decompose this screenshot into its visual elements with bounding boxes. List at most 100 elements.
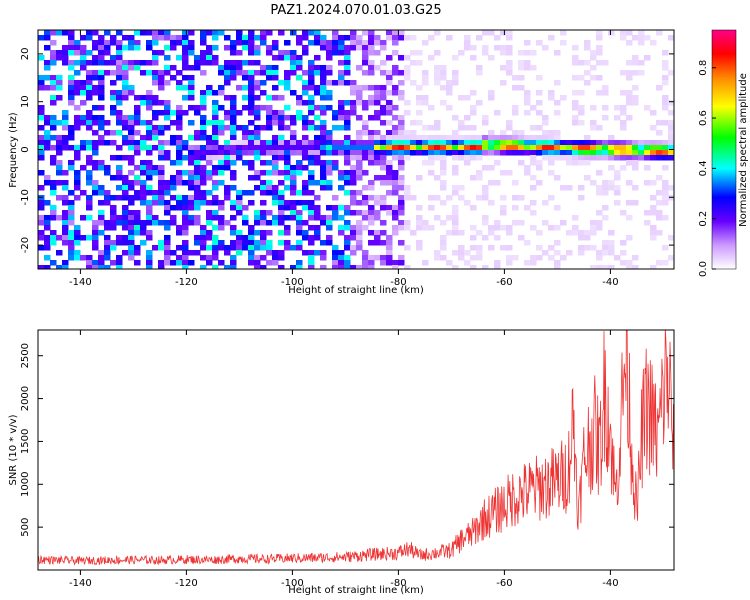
spectrogram-cell xyxy=(368,85,375,91)
spectrogram-cell xyxy=(182,205,189,211)
spectrogram-cell xyxy=(242,40,249,46)
spectrogram-cell xyxy=(50,80,57,86)
spectrogram-cell xyxy=(260,105,267,111)
spectrogram-cell xyxy=(248,250,255,256)
spectrogram-cell xyxy=(68,210,75,216)
spectrogram-cell xyxy=(38,55,45,61)
spectrogram-cell xyxy=(242,125,249,131)
spectrogram-cell xyxy=(476,170,483,176)
spectrogram-cell xyxy=(548,145,555,151)
spectrogram-cell xyxy=(266,170,273,176)
spectrogram-cell xyxy=(182,65,189,71)
spectrogram-cell xyxy=(374,155,381,161)
spectrogram-cell xyxy=(476,245,483,251)
spectrogram-cell xyxy=(80,165,87,171)
spectrogram-cell xyxy=(170,110,177,116)
spectrogram-cell xyxy=(290,50,297,56)
spectrogram-cell xyxy=(242,205,249,211)
spectrogram-cell xyxy=(386,250,393,256)
spectrogram-cell xyxy=(254,170,261,176)
spectrogram-cell xyxy=(638,35,645,41)
spectrogram-cell xyxy=(212,55,219,61)
spectrogram-cell xyxy=(302,90,309,96)
spectrogram-cell xyxy=(284,115,291,121)
spectrogram-cell xyxy=(146,95,153,101)
spectrogram-cell xyxy=(218,70,225,76)
spectrogram-cell xyxy=(656,230,663,236)
spectrogram-cell xyxy=(350,230,357,236)
spectrogram-cell xyxy=(314,205,321,211)
spectrogram-cell xyxy=(398,80,405,86)
spectrogram-cell xyxy=(320,85,327,91)
spectrogram-cell xyxy=(338,230,345,236)
spectrogram-cell xyxy=(548,255,555,261)
spectrogram-cell xyxy=(398,155,405,161)
spectrogram-cell xyxy=(578,160,585,166)
spectrogram-cell xyxy=(230,260,237,266)
spectrogram-cell xyxy=(158,125,165,131)
spectrogram-cell xyxy=(470,155,477,161)
spectrogram-cell xyxy=(176,110,183,116)
spectrogram-cell xyxy=(362,155,369,161)
spectrogram-cell xyxy=(164,55,171,61)
spectrogram-cell xyxy=(554,260,561,266)
spectrogram-cell xyxy=(218,220,225,226)
spectrogram-cell xyxy=(560,155,567,161)
spectrogram-cell xyxy=(548,140,555,146)
spectrogram-cell xyxy=(62,225,69,231)
spectrogram-cell xyxy=(146,235,153,241)
spectrogram-cell xyxy=(632,185,639,191)
spectrogram-cell xyxy=(260,215,267,221)
spectrogram-cell xyxy=(596,185,603,191)
spectrogram-cell xyxy=(482,145,489,151)
spectrogram-cell xyxy=(488,140,495,146)
spectrogram-cell xyxy=(110,110,117,116)
spectrogram-cell xyxy=(176,145,183,151)
spectrogram-cell xyxy=(344,180,351,186)
spectrogram-cell xyxy=(608,230,615,236)
spectrogram-cell xyxy=(434,155,441,161)
spectrogram-cell xyxy=(278,150,285,156)
spectrogram-cell xyxy=(158,185,165,191)
spectrogram-cell xyxy=(308,170,315,176)
spectrogram-cell xyxy=(230,50,237,56)
spectrogram-cell xyxy=(116,120,123,126)
spectrogram-cell xyxy=(266,245,273,251)
spectrogram-cell xyxy=(590,105,597,111)
spectrogram-cell xyxy=(86,115,93,121)
spectrogram-cell xyxy=(200,115,207,121)
spectrogram-cell xyxy=(284,165,291,171)
spectrogram-cell xyxy=(254,135,261,141)
spectrogram-cell xyxy=(158,110,165,116)
spectrogram-cell xyxy=(350,175,357,181)
spectrogram-cell xyxy=(410,150,417,156)
spectrogram-cell xyxy=(242,75,249,81)
spectrogram-cell xyxy=(278,110,285,116)
spectrogram-cell xyxy=(470,265,477,269)
spectrogram-cell xyxy=(122,215,129,221)
spectrogram-cell xyxy=(134,215,141,221)
spectrogram-cell xyxy=(284,105,291,111)
spectrogram-cell xyxy=(212,90,219,96)
spectrogram-cell xyxy=(524,165,531,171)
spectrogram-cell xyxy=(572,230,579,236)
spectrogram-cell xyxy=(638,40,645,46)
spectrogram-cell xyxy=(386,120,393,126)
spectrogram-cell xyxy=(362,170,369,176)
spectrogram-cell xyxy=(140,70,147,76)
spectrogram-cell xyxy=(146,250,153,256)
spectrogram-cell xyxy=(458,140,465,146)
spectrogram-cell xyxy=(296,170,303,176)
spectrogram-cell xyxy=(524,40,531,46)
spectrogram-cell xyxy=(590,180,597,186)
spectrogram-cell xyxy=(380,240,387,246)
spectrogram-cell xyxy=(572,60,579,66)
spectrogram-cell xyxy=(656,155,663,161)
spectrogram-cell xyxy=(536,135,543,141)
spectrogram-cell xyxy=(338,225,345,231)
spectrogram-cell xyxy=(320,35,327,41)
spectrogram-cells xyxy=(38,30,674,269)
spectrogram-cell xyxy=(116,215,123,221)
spectrogram-cell xyxy=(44,265,51,269)
